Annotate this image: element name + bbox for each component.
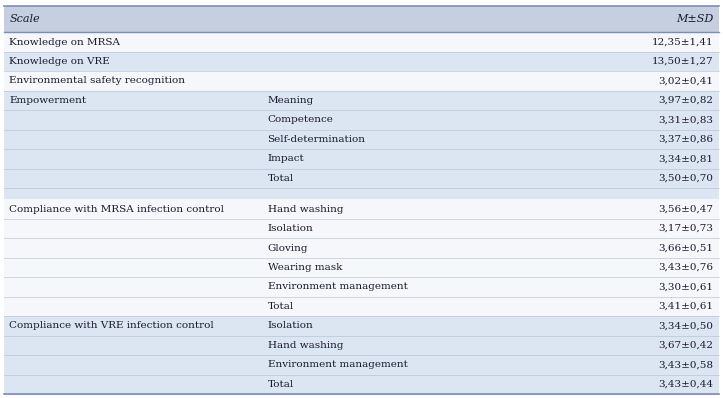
Text: 3,02±0,41: 3,02±0,41 — [659, 76, 714, 86]
Bar — [4, 6, 719, 32]
Bar — [4, 169, 719, 188]
Bar — [4, 71, 719, 91]
Text: Wearing mask: Wearing mask — [268, 263, 342, 272]
Text: Knowledge on VRE: Knowledge on VRE — [9, 57, 110, 66]
Text: Competence: Competence — [268, 115, 333, 125]
Text: Meaning: Meaning — [268, 96, 314, 105]
Text: 3,43±0,76: 3,43±0,76 — [659, 263, 714, 272]
Text: Knowledge on MRSA: Knowledge on MRSA — [9, 37, 121, 47]
Text: 3,30±0,61: 3,30±0,61 — [659, 283, 714, 291]
Text: Total: Total — [268, 380, 294, 389]
Text: Empowerment: Empowerment — [9, 96, 87, 105]
Bar — [4, 32, 719, 52]
Bar — [4, 258, 719, 277]
Text: Scale: Scale — [9, 14, 40, 24]
Text: Environment management: Environment management — [268, 360, 407, 369]
Text: 3,67±0,42: 3,67±0,42 — [659, 341, 714, 350]
Bar — [4, 91, 719, 110]
Bar — [4, 277, 719, 297]
Bar — [4, 219, 719, 238]
Text: 3,17±0,73: 3,17±0,73 — [659, 224, 714, 233]
Bar — [4, 130, 719, 149]
Bar — [4, 110, 719, 130]
Text: Environmental safety recognition: Environmental safety recognition — [9, 76, 185, 86]
Bar — [4, 355, 719, 375]
Text: 3,41±0,61: 3,41±0,61 — [659, 302, 714, 311]
Text: M±SD: M±SD — [676, 14, 714, 24]
Text: Hand washing: Hand washing — [268, 341, 343, 350]
Bar — [4, 297, 719, 316]
Text: Isolation: Isolation — [268, 224, 313, 233]
Text: Total: Total — [268, 174, 294, 183]
Text: 3,34±0,81: 3,34±0,81 — [659, 154, 714, 163]
Bar — [4, 199, 719, 219]
Text: Total: Total — [268, 302, 294, 311]
Text: 3,34±0,50: 3,34±0,50 — [659, 322, 714, 330]
Text: 3,66±0,51: 3,66±0,51 — [659, 244, 714, 253]
Text: Gloving: Gloving — [268, 244, 308, 253]
Text: 12,35±1,41: 12,35±1,41 — [652, 37, 714, 47]
Text: 3,97±0,82: 3,97±0,82 — [659, 96, 714, 105]
Bar — [4, 52, 719, 71]
Text: 3,43±0,44: 3,43±0,44 — [659, 380, 714, 389]
Text: Impact: Impact — [268, 154, 304, 163]
Text: Self-determination: Self-determination — [268, 135, 366, 144]
Text: 3,31±0,83: 3,31±0,83 — [659, 115, 714, 125]
Text: 3,37±0,86: 3,37±0,86 — [659, 135, 714, 144]
Text: Isolation: Isolation — [268, 322, 313, 330]
Text: 3,56±0,47: 3,56±0,47 — [659, 205, 714, 214]
Text: 13,50±1,27: 13,50±1,27 — [652, 57, 714, 66]
Bar — [4, 316, 719, 336]
Bar — [4, 336, 719, 355]
Bar — [4, 188, 719, 199]
Text: Compliance with VRE infection control: Compliance with VRE infection control — [9, 322, 214, 330]
Text: 3,43±0,58: 3,43±0,58 — [659, 360, 714, 369]
Text: 3,50±0,70: 3,50±0,70 — [659, 174, 714, 183]
Bar — [4, 238, 719, 258]
Bar — [4, 149, 719, 169]
Text: Compliance with MRSA infection control: Compliance with MRSA infection control — [9, 205, 224, 214]
Text: Environment management: Environment management — [268, 283, 407, 291]
Bar — [4, 375, 719, 394]
Text: Hand washing: Hand washing — [268, 205, 343, 214]
